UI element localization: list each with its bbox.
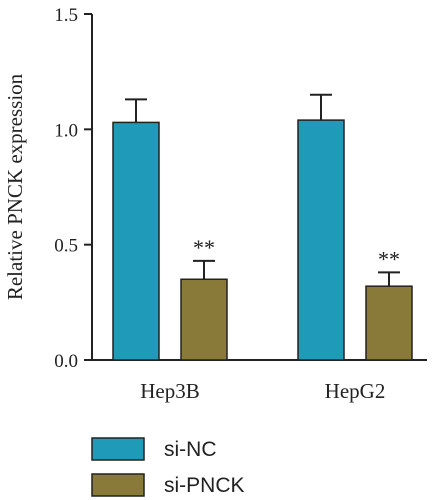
- y-ticks: 0.0 0.5 1.0 1.5: [54, 5, 92, 372]
- y-tick-label: 1.5: [54, 5, 78, 26]
- bars: [112, 119, 413, 361]
- y-tick-label: 0.5: [54, 236, 78, 257]
- significance-label: **: [378, 246, 400, 271]
- y-tick-label: 0.0: [54, 351, 78, 372]
- x-tick-label: HepG2: [325, 379, 386, 403]
- legend-swatch-si-pnck: [91, 473, 145, 497]
- significance-label: **: [193, 235, 215, 260]
- legend-label-si-nc: si-NC: [164, 438, 217, 461]
- legend-swatch-si-nc: [91, 437, 145, 461]
- y-tick-label: 1.0: [54, 120, 78, 141]
- significance-annotations: ** **: [193, 235, 400, 272]
- bar-si-nc-hep3b: [112, 121, 160, 361]
- legend: si-NC si-PNCK: [91, 437, 245, 497]
- x-tick-label: Hep3B: [140, 379, 200, 403]
- x-tick-labels: Hep3B HepG2: [140, 379, 385, 403]
- bar-si-nc-hepg2: [297, 119, 345, 361]
- error-bars: [125, 93, 400, 287]
- bar-si-pnck-hepg2: [365, 285, 413, 361]
- legend-label-si-pnck: si-PNCK: [164, 474, 245, 497]
- y-axis-label: Relative PNCK expression: [3, 73, 27, 300]
- bar-si-pnck-hep3b: [180, 278, 228, 361]
